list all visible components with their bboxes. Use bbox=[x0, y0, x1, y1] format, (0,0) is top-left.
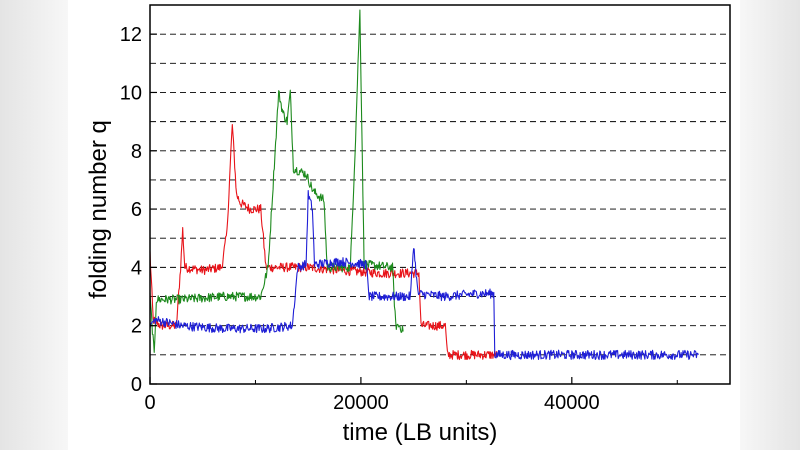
series-line-1 bbox=[149, 124, 499, 361]
y-tick-label: 10 bbox=[120, 82, 142, 104]
series-layer bbox=[149, 9, 699, 361]
y-tick-label: 12 bbox=[120, 24, 142, 46]
figure-panel bbox=[68, 0, 740, 450]
grid-lines bbox=[150, 4, 730, 356]
x-tick-label: 20000 bbox=[333, 392, 389, 414]
ticks-layer bbox=[149, 33, 678, 385]
series-line-2 bbox=[149, 9, 404, 353]
y-axis-title: folding number q bbox=[85, 120, 112, 299]
y-tick-label: 2 bbox=[131, 316, 142, 338]
x-tick-label: 40000 bbox=[544, 392, 600, 414]
x-axis-title: time (LB units) bbox=[343, 419, 498, 446]
tick-labels: 0 20000 40000 0 2 4 6 8 10 12 bbox=[120, 24, 600, 414]
x-tick-label: 0 bbox=[144, 392, 155, 414]
y-tick-label: 0 bbox=[131, 374, 142, 396]
plot-frame bbox=[149, 4, 731, 385]
y-tick-label: 4 bbox=[131, 257, 142, 279]
left-blur-margin bbox=[0, 0, 68, 450]
right-blur-margin bbox=[740, 0, 800, 450]
series-line-3 bbox=[149, 189, 699, 361]
y-tick-label: 6 bbox=[131, 199, 142, 221]
y-tick-label: 8 bbox=[131, 141, 142, 163]
